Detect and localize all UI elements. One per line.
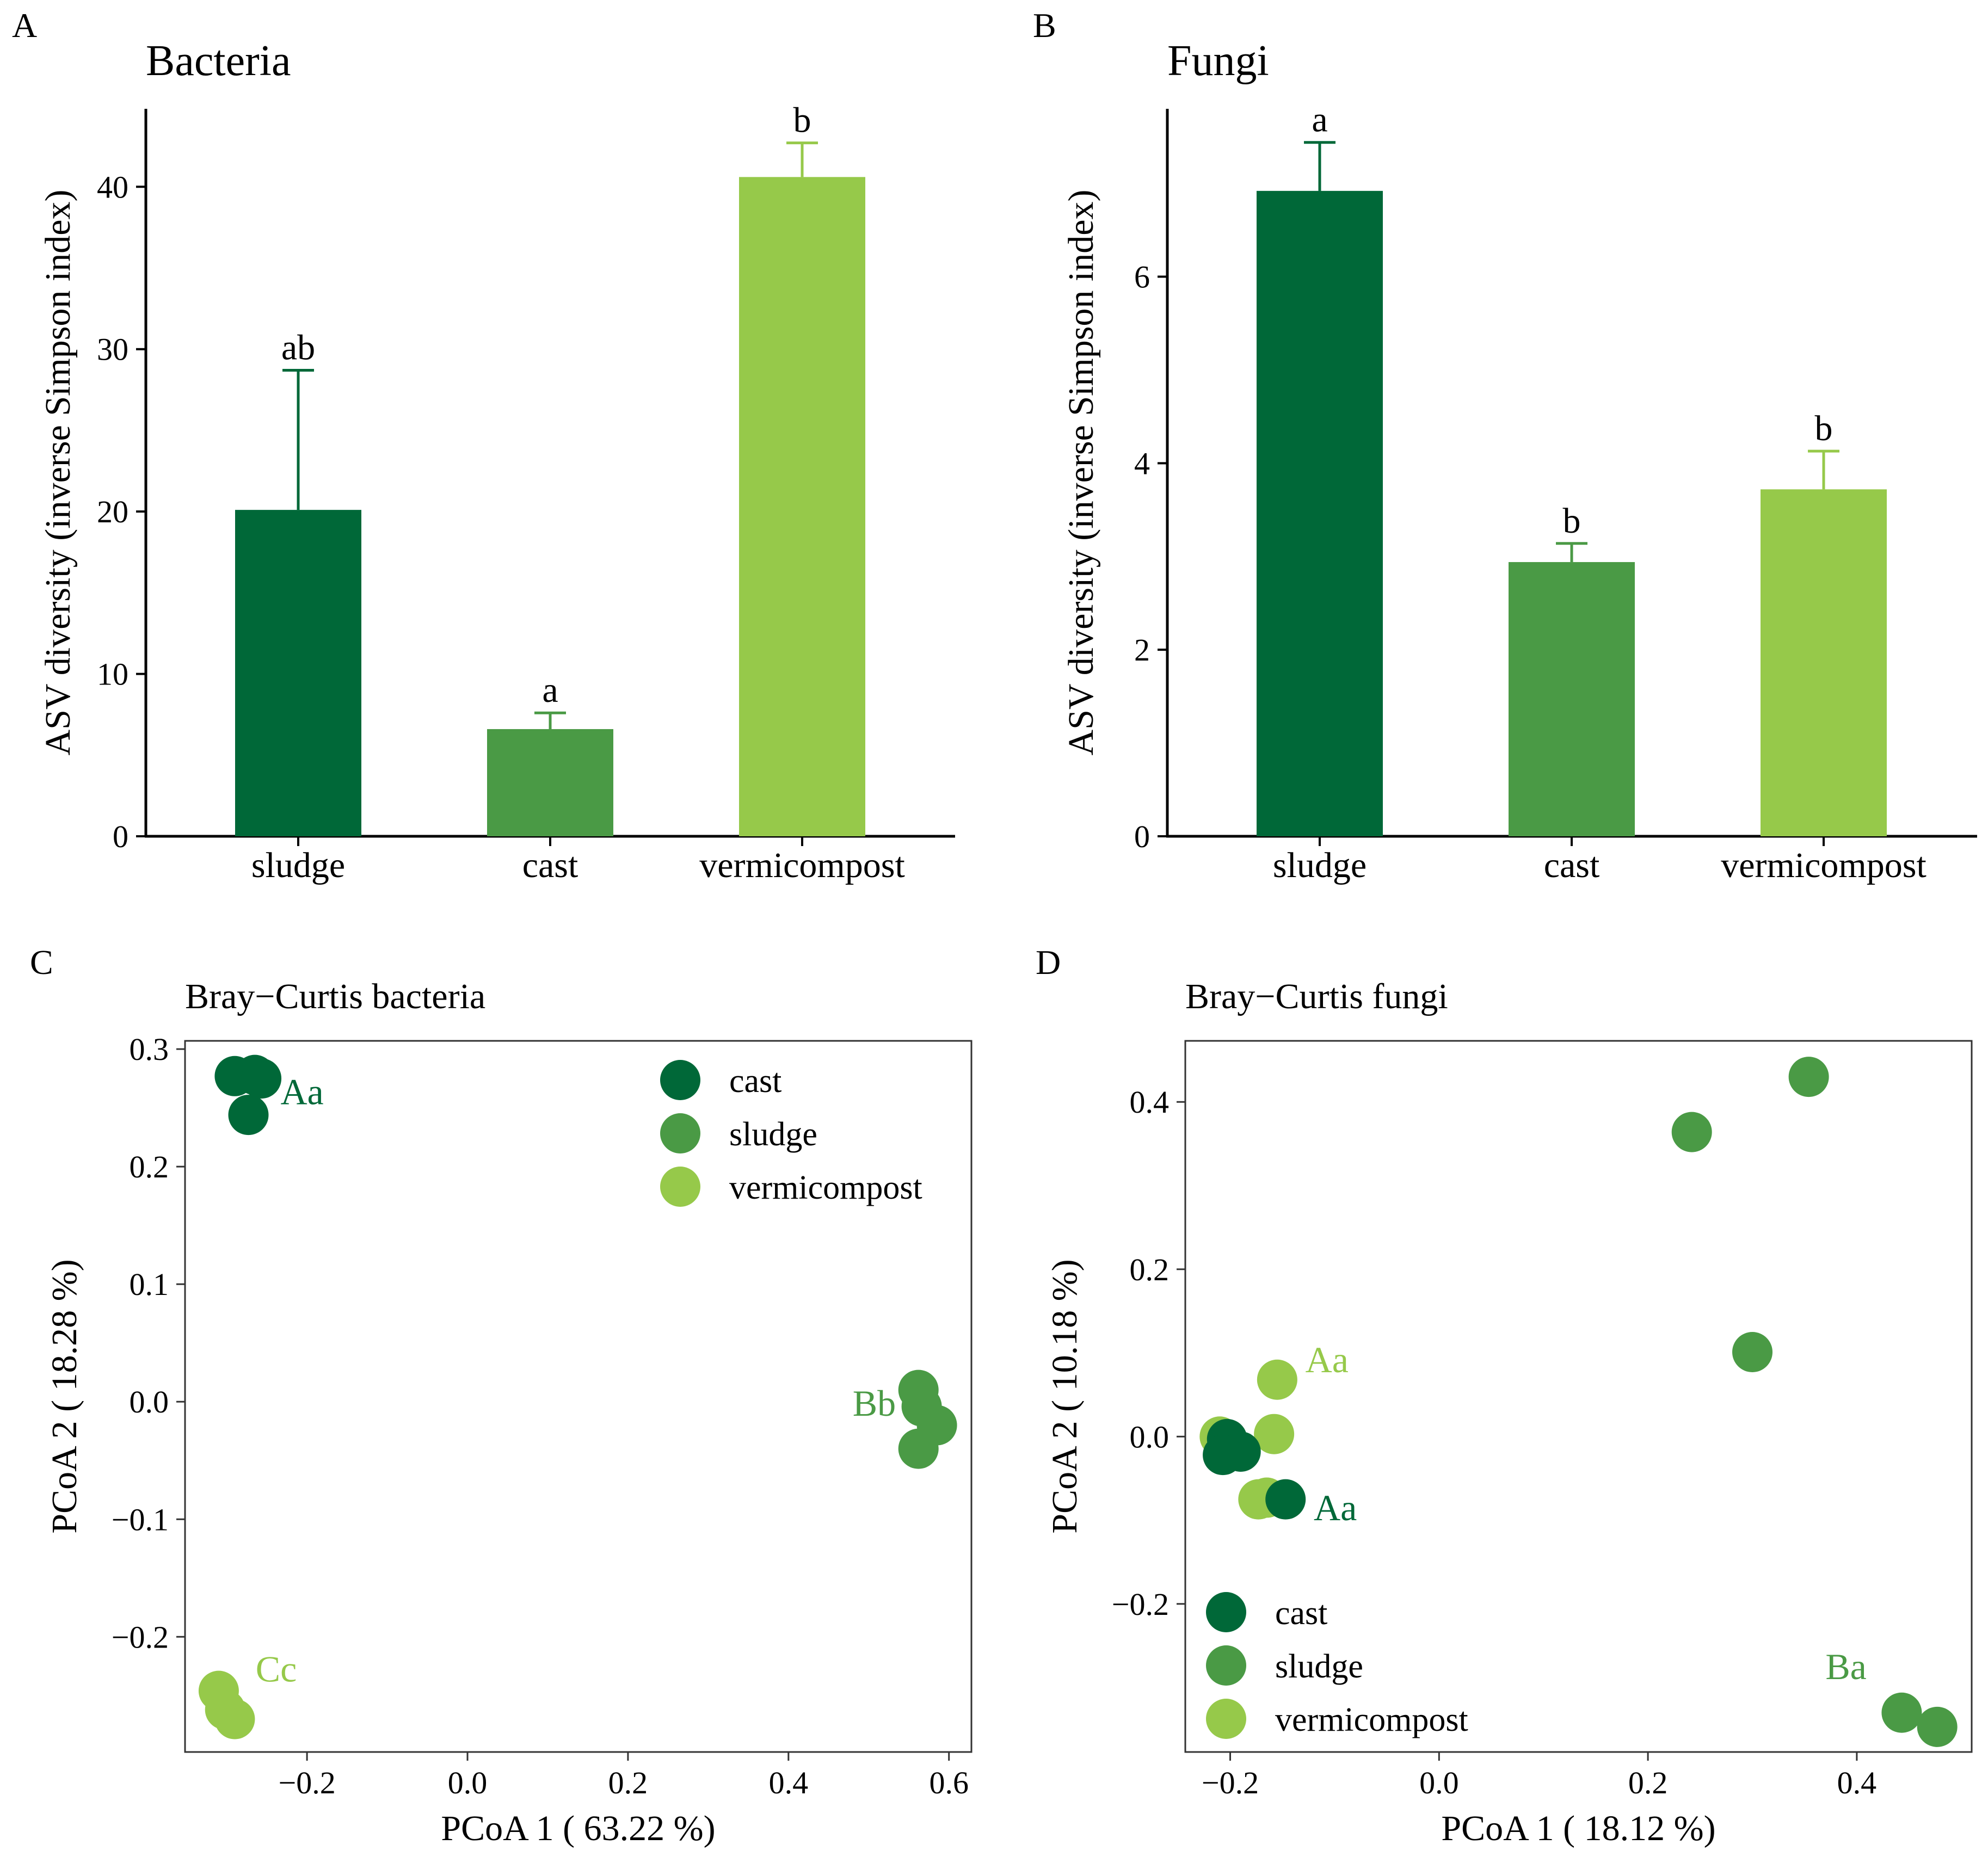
- significance-letter-sludge: ab: [281, 328, 315, 367]
- y-tick-label: 4: [1134, 446, 1150, 481]
- x-tick-label: 0.2: [1628, 1765, 1668, 1800]
- fungi-bar-chart: B Fungi 0 2 4 6 ASV diversity (inverse Simpson…: [1033, 6, 1977, 885]
- point-sludge: [1881, 1692, 1922, 1733]
- x-tick-label: 0.0: [448, 1765, 488, 1800]
- y-axis-title: PCoA 2 ( 18.28 %): [45, 1259, 84, 1533]
- legend-label-cast: cast: [1275, 1595, 1327, 1632]
- significance-letter-cast: a: [542, 670, 558, 710]
- y-axis-title: ASV diversity (inverse Simpson index): [1061, 189, 1101, 755]
- x-tick-label: sludge: [251, 846, 345, 885]
- significance-letter-sludge: a: [1312, 100, 1327, 140]
- legend-swatch-cast: [1206, 1592, 1246, 1632]
- y-tick-label: −0.2: [112, 1619, 169, 1655]
- y-tick-label: 20: [97, 494, 128, 529]
- y-tick-label: 0.0: [130, 1384, 169, 1420]
- bar-sludge: [1257, 190, 1383, 836]
- x-tick-label: −0.2: [1202, 1765, 1259, 1800]
- y-tick-label: −0.2: [1112, 1587, 1169, 1622]
- point-cast: [1265, 1479, 1306, 1520]
- y-tick-label: 30: [97, 332, 128, 367]
- significance-letter-cast: b: [1563, 501, 1581, 541]
- point-sludge: [1671, 1112, 1712, 1152]
- x-axis-title: PCoA 1 ( 63.22 %): [441, 1809, 715, 1848]
- panel-letter: B: [1033, 6, 1056, 45]
- y-axis-title: PCoA 2 ( 10.18 %): [1045, 1259, 1085, 1533]
- x-axis-title: PCoA 1 ( 18.12 %): [1441, 1809, 1715, 1848]
- group-label: Bb: [853, 1383, 896, 1424]
- y-tick-label: −0.1: [112, 1502, 169, 1537]
- x-tick-label: sludge: [1273, 846, 1367, 885]
- bar-cast: [1509, 562, 1635, 836]
- chart-title: Fungi: [1167, 37, 1269, 85]
- plot-frame: [184, 1040, 973, 1753]
- x-tick-label: vermicompost: [699, 846, 905, 885]
- point-vermicompost: [1254, 1414, 1295, 1454]
- chart-title: Bacteria: [146, 37, 291, 85]
- x-tick-label: 0.4: [1837, 1765, 1877, 1800]
- y-tick-label: 6: [1134, 260, 1150, 295]
- x-tick-label: 0.0: [1419, 1765, 1459, 1800]
- y-tick-label: 2: [1134, 632, 1150, 668]
- y-tick-label: 0.4: [1130, 1084, 1170, 1120]
- point-cast: [228, 1095, 269, 1136]
- legend-swatch-sludge: [660, 1113, 700, 1153]
- y-tick-label: 0.3: [130, 1032, 169, 1067]
- x-tick-label: 0.2: [608, 1765, 648, 1800]
- group-label: Aa: [1314, 1487, 1357, 1528]
- y-tick-label: 0: [1134, 819, 1150, 854]
- bar-cast: [487, 729, 613, 836]
- x-tick-label: 0.6: [929, 1765, 969, 1800]
- y-tick-label: 0.2: [130, 1149, 169, 1184]
- y-tick-label: 10: [97, 657, 128, 692]
- y-tick-label: 0: [113, 819, 128, 854]
- group-label: Aa: [1306, 1339, 1349, 1380]
- x-tick-label: vermicompost: [1721, 846, 1927, 885]
- x-tick-label: 0.4: [769, 1765, 809, 1800]
- group-label: Cc: [256, 1648, 297, 1689]
- legend-label-sludge: sludge: [1275, 1648, 1363, 1685]
- legend-swatch-sludge: [1206, 1645, 1246, 1686]
- legend-label-vermicompost: vermicompost: [1275, 1701, 1468, 1738]
- point-cast: [241, 1058, 282, 1099]
- y-tick-label: 40: [97, 169, 128, 205]
- bray-curtis-fungi-scatter: D Bray−Curtis fungi −0.2 0.0 0.2 0.4 −0.2 0.0 0.…: [1036, 943, 1973, 1848]
- point-vermicompost: [1257, 1359, 1297, 1400]
- bar-vermicompost: [739, 177, 865, 836]
- bacteria-bar-chart: A Bacteria 0 10 20 30 40 ASV diversity (inverse…: [12, 6, 955, 885]
- point-sludge: [1917, 1706, 1958, 1747]
- chart-title: Bray−Curtis bacteria: [185, 977, 485, 1016]
- chart-title: Bray−Curtis fungi: [1185, 977, 1448, 1016]
- panel-letter: A: [12, 6, 37, 45]
- y-tick-label: 0.0: [1130, 1419, 1170, 1454]
- legend-swatch-cast: [660, 1060, 700, 1100]
- panel-letter: D: [1036, 943, 1061, 982]
- legend-label-sludge: sludge: [729, 1116, 817, 1153]
- significance-letter-vermicompost: b: [1815, 409, 1833, 448]
- x-tick-label: −0.2: [279, 1765, 336, 1800]
- point-sludge: [1732, 1332, 1773, 1373]
- bar-sludge: [235, 510, 361, 836]
- panel-letter: C: [30, 943, 53, 982]
- point-cast: [1203, 1435, 1244, 1476]
- point-sludge: [898, 1428, 939, 1469]
- point-sludge: [1788, 1057, 1829, 1097]
- bray-curtis-bacteria-scatter: C Bray−Curtis bacteria −0.2 0.0 0.2 0.4 0.6 −0.…: [30, 943, 973, 1848]
- y-tick-label: 0.2: [1130, 1252, 1170, 1287]
- legend-swatch-vermicompost: [1206, 1699, 1246, 1739]
- significance-letter-vermicompost: b: [793, 101, 811, 140]
- x-tick-label: cast: [1544, 846, 1600, 885]
- legend-swatch-vermicompost: [660, 1167, 700, 1207]
- legend-label-cast: cast: [729, 1063, 781, 1100]
- group-label: Aa: [280, 1071, 323, 1113]
- x-tick-label: cast: [522, 846, 578, 885]
- group-label: Ba: [1825, 1646, 1867, 1687]
- bar-vermicompost: [1761, 489, 1887, 836]
- y-tick-label: 0.1: [130, 1267, 169, 1302]
- point-vermicompost: [214, 1699, 255, 1739]
- plot-frame: [1184, 1040, 1973, 1753]
- y-axis-title: ASV diversity (inverse Simpson index): [38, 189, 78, 755]
- legend-label-vermicompost: vermicompost: [729, 1169, 922, 1206]
